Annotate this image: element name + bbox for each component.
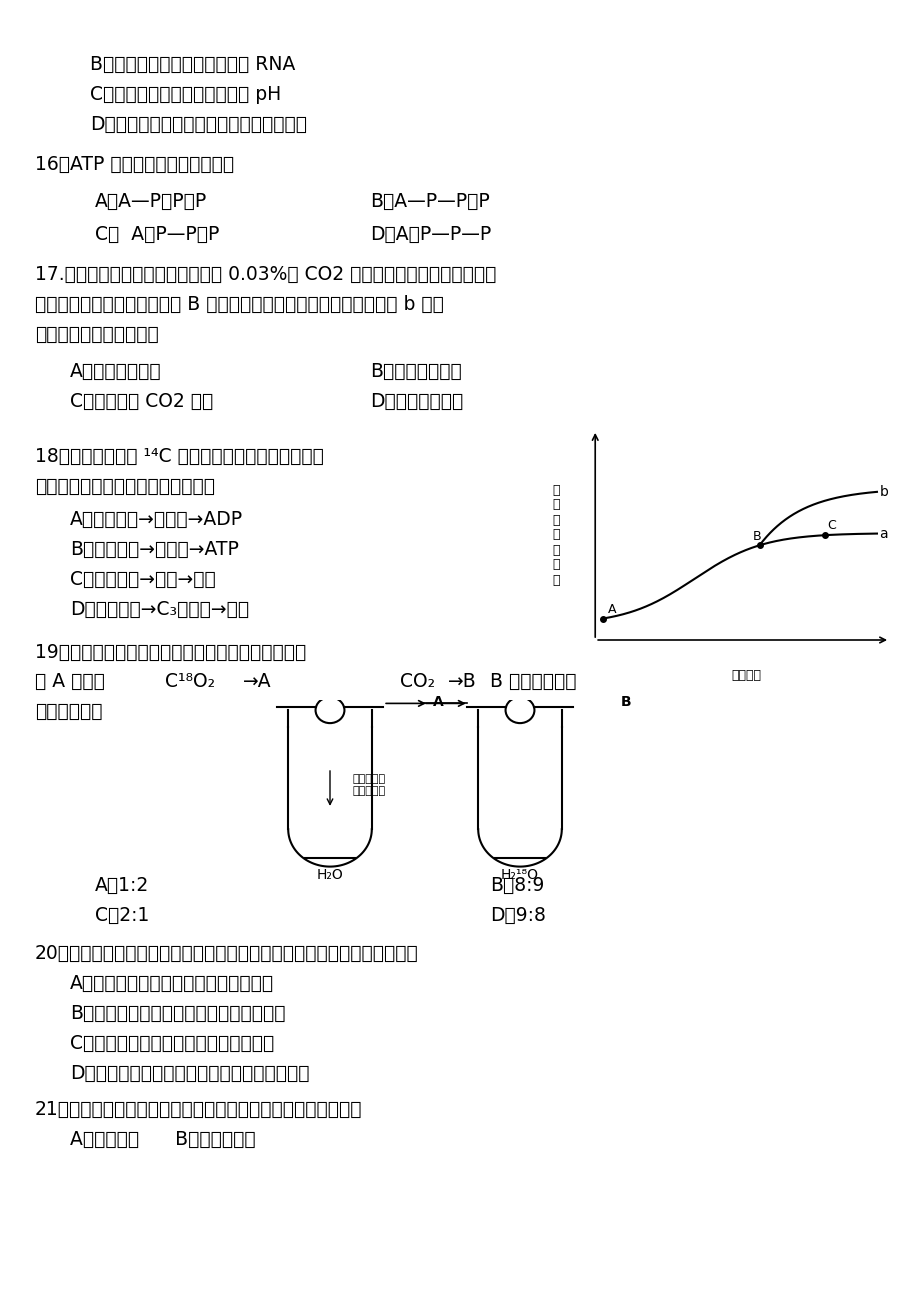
Text: 的碳原子，这种碳原子的转移途径是: 的碳原子，这种碳原子的转移途径是 [35, 477, 215, 496]
Text: D．光合作用的酶只分布在外膜、内膜和基粒上: D．光合作用的酶只分布在外膜、内膜和基粒上 [70, 1064, 309, 1083]
Text: 16．ATP 分了的结构式可以简写成: 16．ATP 分了的结构式可以简写成 [35, 155, 233, 174]
Text: D．9:8: D．9:8 [490, 906, 545, 924]
Text: B: B [752, 530, 760, 543]
Text: D．增加酶的数量: D．增加酶的数量 [369, 392, 463, 411]
Text: C．酶的催化需要适宜的温度和 pH: C．酶的催化需要适宜的温度和 pH [90, 85, 281, 104]
Text: b: b [879, 484, 888, 499]
Text: A: A [607, 603, 616, 616]
Text: 18．科学家用含有 ¹⁴C 的二氧化碳来追踪光合作用中: 18．科学家用含有 ¹⁴C 的二氧化碳来追踪光合作用中 [35, 447, 323, 466]
Text: →B: →B [448, 672, 476, 691]
Text: B．叶绿体中的色素都分布在类囊体薄膜上: B．叶绿体中的色素都分布在类囊体薄膜上 [70, 1004, 285, 1023]
Text: CO₂: CO₂ [400, 672, 435, 691]
Text: 19．下图是利用小球藻进行光合作用实验示意图。图: 19．下图是利用小球藻进行光合作用实验示意图。图 [35, 643, 306, 661]
Text: 随光照强度变化的曲线，若在 B 点时改变某种条件，结果发生了如曲线 b 的变: 随光照强度变化的曲线，若在 B 点时改变某种条件，结果发生了如曲线 b 的变 [35, 296, 443, 314]
Text: C．光合作用的酶只分布在叶绿体基质中: C．光合作用的酶只分布在叶绿体基质中 [70, 1034, 274, 1053]
Text: C．2:1: C．2:1 [95, 906, 149, 924]
Text: 20．叶绿体是植物进行光合作用的细胞器，下面有关叶绿体的叙述正确的是: 20．叶绿体是植物进行光合作用的细胞器，下面有关叶绿体的叙述正确的是 [35, 944, 418, 963]
Text: A．红色玻璃      B．蓝紫色玻璃: A．红色玻璃 B．蓝紫色玻璃 [70, 1130, 255, 1148]
Text: A．A—P～P～P: A．A—P～P～P [95, 191, 207, 211]
Text: D．A～P—P—P: D．A～P—P—P [369, 225, 491, 243]
Text: 光照强度: 光照强度 [731, 669, 761, 682]
Text: 光
合
作
用
合
成
量: 光 合 作 用 合 成 量 [551, 483, 560, 586]
Text: 中 A 物质和: 中 A 物质和 [35, 672, 105, 691]
Text: C: C [826, 519, 835, 533]
Text: 子质量之比是: 子质量之比是 [35, 702, 102, 721]
Text: 21．温室栽培胡萝卜，采用什么颜色的玻璃做顶棚更能提高产量: 21．温室栽培胡萝卜，采用什么颜色的玻璃做顶棚更能提高产量 [35, 1100, 362, 1118]
Text: C¹⁸O₂: C¹⁸O₂ [165, 672, 215, 691]
Text: a: a [879, 526, 887, 540]
Text: B．多数酶是蛋白质，少数酶是 RNA: B．多数酶是蛋白质，少数酶是 RNA [90, 55, 295, 74]
Text: B．二氧化碳→叶绿体→ATP: B．二氧化碳→叶绿体→ATP [70, 540, 239, 559]
Text: A．1:2: A．1:2 [95, 876, 149, 894]
Text: B．A—P—P～P: B．A—P—P～P [369, 191, 489, 211]
Text: B: B [620, 695, 630, 708]
Text: H₂¹⁸O: H₂¹⁸O [501, 868, 539, 883]
Text: B．8:9: B．8:9 [490, 876, 544, 894]
Text: A．二氧化碳→叶绿素→ADP: A．二氧化碳→叶绿素→ADP [70, 510, 243, 529]
Text: 化，则改变的环境因素是: 化，则改变的环境因素是 [35, 326, 159, 344]
Text: B．增大光照强度: B．增大光照强度 [369, 362, 461, 381]
Text: D．二氧化碳→C₃化合物→糖类: D．二氧化碳→C₃化合物→糖类 [70, 600, 249, 618]
Text: D．酶在起催化作用的同时，自身也被消耗: D．酶在起催化作用的同时，自身也被消耗 [90, 115, 307, 134]
Text: 17.右图表示某种植物在最适温度和 0.03%的 CO2 浓度条件下，光合作用合成量: 17.右图表示某种植物在最适温度和 0.03%的 CO2 浓度条件下，光合作用合… [35, 266, 496, 284]
Text: C．适当增加 CO2 浓度: C．适当增加 CO2 浓度 [70, 392, 213, 411]
Text: →A: →A [243, 672, 271, 691]
Text: A．叶绿体中的色素分布在外膜和内膜上: A．叶绿体中的色素分布在外膜和内膜上 [70, 974, 274, 993]
Text: B 物质的相对分: B 物质的相对分 [490, 672, 576, 691]
Text: H₂O: H₂O [316, 868, 343, 883]
Text: C．二氧化碳→乙醇→糖类: C．二氧化碳→乙醇→糖类 [70, 570, 216, 589]
Text: 光照射下的
小球藻悬液: 光照射下的 小球藻悬液 [352, 775, 385, 796]
Text: A: A [432, 695, 443, 708]
Text: A．适当提高温度: A．适当提高温度 [70, 362, 162, 381]
Text: C．  A～P—P～P: C． A～P—P～P [95, 225, 219, 243]
